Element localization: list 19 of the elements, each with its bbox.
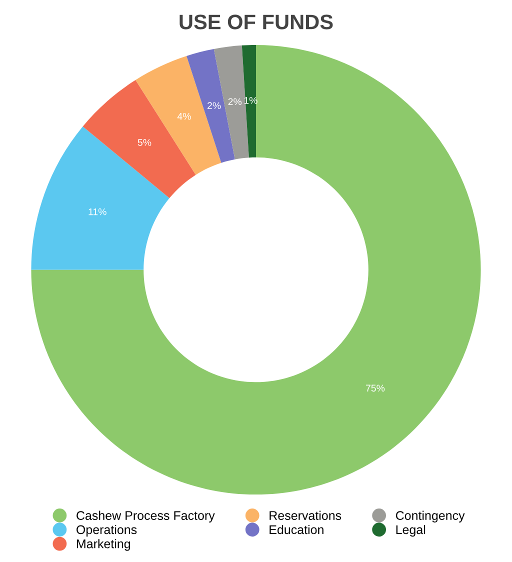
- data-label: 4%: [177, 112, 191, 120]
- legend-label: Education: [270, 524, 324, 534]
- donut-slice: [82, 80, 196, 198]
- data-label: 2%: [208, 102, 221, 110]
- donut-slice: [31, 126, 170, 270]
- legend-label: Operations: [76, 524, 137, 537]
- legend-label: Cashew Process Factory: [76, 510, 215, 522]
- data-label: 5%: [138, 139, 152, 146]
- legend-label: Legal: [396, 524, 426, 537]
- legend-label: Marketing: [76, 539, 130, 551]
- donut-slice: [242, 44, 256, 158]
- donut-slice: [136, 56, 222, 175]
- data-label: 75%: [366, 384, 385, 392]
- legend-label: Contingency: [396, 510, 465, 522]
- data-label: 2%: [228, 98, 242, 106]
- chart-title: USE OF FUNDS: [180, 14, 333, 30]
- donut-slice: [31, 44, 481, 495]
- data-label: 11%: [88, 208, 106, 216]
- legend-label: Reservations: [270, 510, 342, 520]
